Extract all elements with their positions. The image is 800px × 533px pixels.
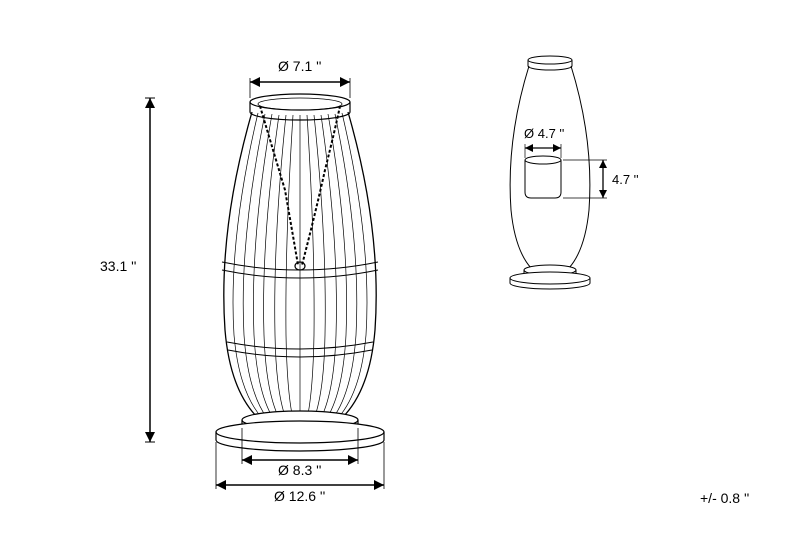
base-outer-label: Ø 12.6 '' (274, 488, 325, 504)
candle-insert (525, 156, 561, 198)
base-inner-label: Ø 8.3 '' (278, 462, 321, 478)
top-diameter-dimension (250, 77, 350, 98)
tolerance-label: +/- 0.8 '' (700, 490, 749, 506)
lantern-base (216, 411, 384, 451)
height-label: 33.1 '' (100, 258, 136, 274)
lantern-slats (233, 113, 367, 419)
insert-height-dimension (563, 160, 607, 198)
height-dimension (145, 98, 155, 442)
top-diameter-label: Ø 7.1 '' (278, 58, 321, 74)
main-lantern-view (145, 77, 384, 490)
insert-diameter-label: Ø 4.7 '' (524, 126, 564, 141)
insert-height-label: 4.7 '' (612, 172, 639, 187)
detail-lantern-view (510, 56, 607, 289)
